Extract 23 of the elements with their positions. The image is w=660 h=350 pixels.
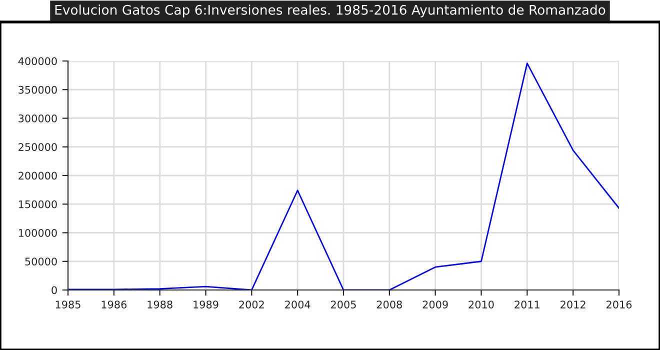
x-tick-label: 1989 [194, 300, 218, 308]
y-tick-label: 50000 [25, 258, 57, 266]
x-tick-label: 2002 [239, 300, 264, 308]
x-tick-label: 2012 [560, 300, 586, 308]
x-tick-label: 2009 [422, 300, 448, 308]
x-tick-label: 1986 [102, 300, 127, 308]
y-tick-label: 150000 [18, 200, 57, 208]
y-tick-label: 200000 [18, 172, 57, 180]
x-tick-label: 2011 [514, 300, 540, 308]
x-tick-label: 1988 [148, 300, 172, 308]
y-tick-label: 100000 [18, 228, 57, 237]
x-tick-label: 2016 [606, 300, 632, 308]
x-tick-label: 2005 [331, 300, 356, 308]
y-tick-label: 400000 [18, 57, 57, 66]
x-tick-label: 2010 [468, 300, 494, 308]
chart-title: Evolucion Gatos Cap 6:Inversiones reales. 1985-2016 Ayuntamiento de Romanzado [55, 4, 606, 18]
y-tick-label: 300000 [18, 114, 57, 122]
x-tick-label: 2008 [376, 300, 402, 308]
y-tick-label: 350000 [18, 86, 57, 94]
y-tick-label: 0 [52, 286, 57, 294]
x-tick-label: 1985 [56, 300, 80, 308]
y-tick-label: 250000 [18, 143, 57, 151]
x-tick-label: 2004 [285, 300, 310, 308]
